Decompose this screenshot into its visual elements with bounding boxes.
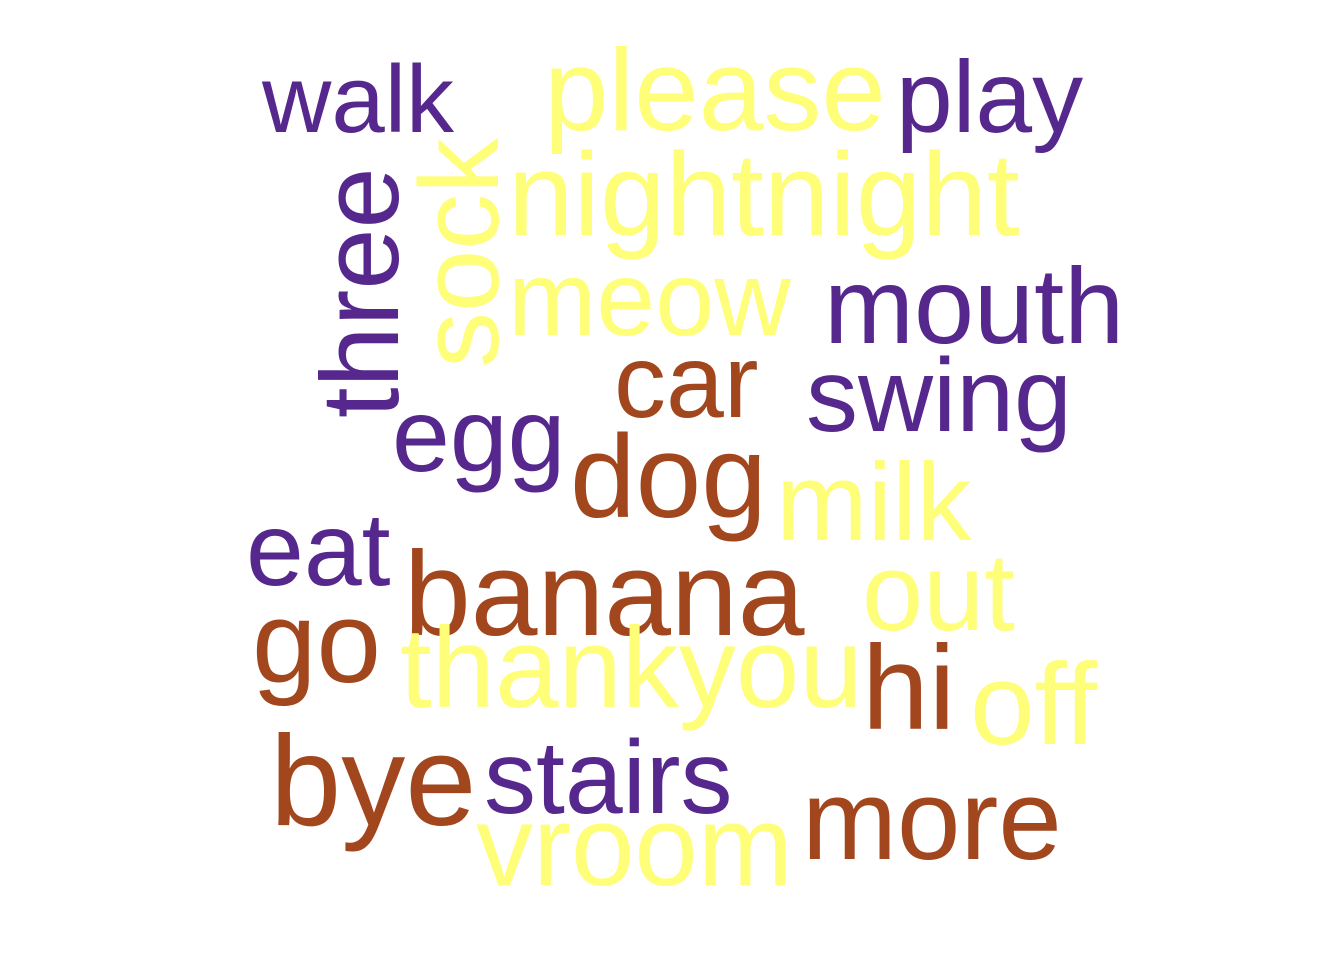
word-dog: dog [570, 411, 767, 543]
word-hi: hi [862, 621, 956, 755]
word-nightnight: nightnight [508, 129, 1020, 261]
word-stairs: stairs [484, 720, 733, 836]
word-vroom: vroom [476, 783, 793, 910]
word-go: go [252, 577, 382, 707]
word-milk: milk [776, 441, 972, 564]
word-off: off [970, 639, 1097, 769]
word-more: more [802, 757, 1062, 884]
word-out: out [862, 531, 1015, 654]
word-egg: egg [392, 378, 566, 494]
word-please: please [544, 25, 886, 155]
word-banana: banana [404, 527, 805, 661]
word-thankyou: thankyou [400, 605, 863, 732]
word-bye: bye [270, 710, 477, 853]
word-swing: swing [806, 338, 1072, 454]
word-walk: walk [262, 46, 455, 153]
word-meow: meow [508, 240, 791, 358]
word-mouth: mouth [824, 245, 1125, 366]
word-car: car [614, 324, 759, 440]
word-eat: eat [246, 492, 391, 608]
word-play: play [896, 40, 1084, 154]
